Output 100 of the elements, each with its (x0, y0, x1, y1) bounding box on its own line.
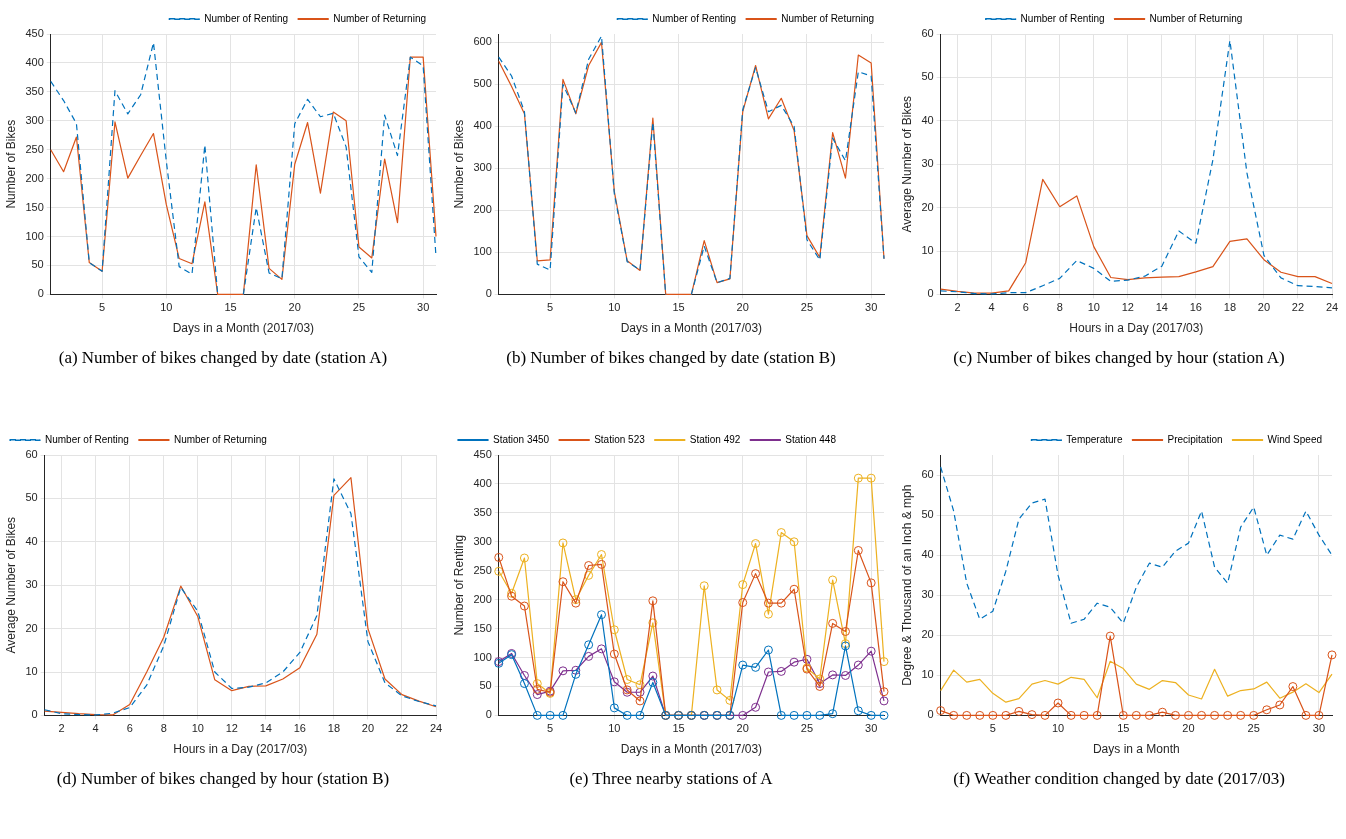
x-tick-label: 8 (1056, 301, 1063, 314)
x-tick-label: 12 (225, 721, 238, 734)
y-tick-label: 60 (25, 447, 38, 460)
text: (b) Number of bikes changed by date (station B) (505, 347, 837, 368)
x-tick-label: 6 (1022, 301, 1029, 314)
y-tick-label: 40 (25, 534, 38, 547)
y-tick-label: 100 (473, 650, 492, 663)
x-tick-label: 14 (1155, 301, 1168, 314)
y-axis-title: Average Number of Bikes (3, 516, 18, 653)
y-tick-label: 200 (473, 203, 492, 216)
y-tick-label: 300 (25, 113, 44, 126)
y-tick-label: 10 (921, 667, 934, 680)
y-tick-label: 150 (473, 621, 492, 634)
legend-label: Station 492 (689, 433, 741, 445)
y-tick-label: 100 (473, 245, 492, 258)
x-tick-label: 20 (736, 301, 749, 314)
x-tick-label: 10 (160, 301, 173, 314)
y-tick-label: 400 (473, 476, 492, 489)
y-tick-label: 10 (25, 664, 38, 677)
y-tick-label: 20 (921, 200, 934, 213)
text: (c) Number of bikes changed by hour (station A) (952, 347, 1286, 368)
text: (e) Three nearby stations of A (568, 767, 774, 789)
legend-label: Station 523 (594, 433, 646, 445)
y-tick-label: 50 (31, 258, 44, 271)
x-axis-title: Days in a Month (2017/03) (172, 321, 315, 336)
legend-label: Wind Speed (1267, 433, 1323, 445)
y-tick-label: 350 (25, 84, 44, 97)
x-axis-title: Days in a Month (1092, 741, 1180, 756)
legend-label: Number of Renting (45, 433, 129, 445)
y-tick-label: 150 (25, 200, 44, 213)
y-axis-title: Average Number of Bikes (899, 95, 914, 233)
x-tick-label: 5 (547, 301, 554, 314)
x-tick-label: 20 (1257, 301, 1271, 314)
x-tick-label: 20 (736, 721, 749, 734)
x-tick-label: 4 (988, 301, 995, 314)
y-tick-label: 400 (25, 55, 44, 68)
legend-label: Station 448 (785, 433, 837, 445)
x-tick-label: 18 (327, 721, 341, 734)
y-tick-label: 60 (921, 27, 934, 40)
x-tick-label: 25 (1247, 721, 1260, 734)
y-tick-label: 50 (921, 70, 934, 83)
x-tick-label: 5 (989, 721, 996, 734)
legend-label: Temperature (1066, 433, 1123, 445)
y-tick-label: 350 (473, 505, 492, 518)
y-tick-label: 0 (927, 287, 934, 300)
x-axis-title: Days in a Month (2017/03) (620, 321, 763, 336)
legend-label: Number of Returning (781, 12, 875, 24)
x-tick-label: 20 (288, 301, 301, 314)
y-axis-title: Number of Bikes (451, 119, 466, 209)
x-tick-label: 8 (160, 721, 167, 734)
x-tick-label: 30 (417, 301, 430, 314)
legend-label: Number of Renting (204, 12, 289, 24)
y-tick-label: 20 (25, 621, 38, 634)
y-tick-label: 10 (921, 244, 934, 257)
y-axis-title: Degree & Thousand of an Inch & mph (899, 484, 914, 686)
y-tick-label: 0 (31, 707, 38, 720)
y-tick-label: 50 (479, 679, 492, 691)
y-axis-title: Number of Renting (451, 534, 466, 636)
x-tick-label: 18 (1223, 301, 1237, 314)
legend-label: Number of Returning (333, 12, 427, 24)
x-tick-label: 15 (672, 301, 685, 314)
legend-label: Number of Renting (652, 12, 737, 24)
x-tick-label: 4 (92, 721, 99, 734)
x-tick-label: 10 (608, 301, 621, 314)
y-tick-label: 600 (473, 35, 492, 48)
y-tick-label: 60 (921, 467, 934, 480)
y-tick-label: 0 (927, 707, 934, 720)
y-tick-label: 20 (921, 627, 934, 640)
x-tick-label: 10 (608, 721, 621, 734)
y-tick-label: 250 (473, 563, 492, 576)
x-tick-label: 24 (1325, 301, 1339, 314)
y-tick-label: 300 (473, 534, 492, 547)
x-tick-label: 10 (1051, 721, 1065, 734)
legend-label: Number of Renting (1020, 12, 1105, 24)
x-tick-label: 16 (293, 721, 306, 734)
legend-label: Number of Returning (1149, 12, 1243, 24)
y-tick-label: 300 (473, 161, 492, 174)
y-tick-label: 40 (921, 547, 934, 560)
y-tick-label: 30 (921, 587, 934, 600)
y-tick-label: 400 (473, 119, 492, 132)
x-tick-label: 30 (865, 721, 878, 734)
x-tick-label: 10 (1087, 301, 1100, 314)
y-tick-label: 0 (37, 287, 44, 300)
x-axis-title: Days in a Month (2017/03) (620, 741, 763, 756)
y-tick-label: 450 (473, 447, 492, 460)
text: (f) Weather condition changed by date (2017/03) (952, 767, 1286, 789)
y-tick-label: 200 (25, 171, 44, 184)
y-tick-label: 30 (921, 157, 934, 170)
y-tick-label: 500 (473, 77, 492, 90)
x-tick-label: 16 (1189, 301, 1202, 314)
x-tick-label: 15 (1117, 721, 1130, 734)
legend-label: Number of Returning (173, 433, 267, 445)
x-tick-label: 6 (126, 721, 133, 734)
x-tick-label: 22 (395, 721, 409, 734)
x-tick-label: 20 (1182, 721, 1195, 734)
y-tick-label: 250 (25, 142, 44, 155)
x-tick-label: 12 (1121, 301, 1134, 314)
y-tick-label: 0 (485, 707, 492, 720)
text: (d) Number of bikes changed by hour (station B) (55, 767, 391, 789)
x-tick-label: 10 (191, 721, 204, 734)
